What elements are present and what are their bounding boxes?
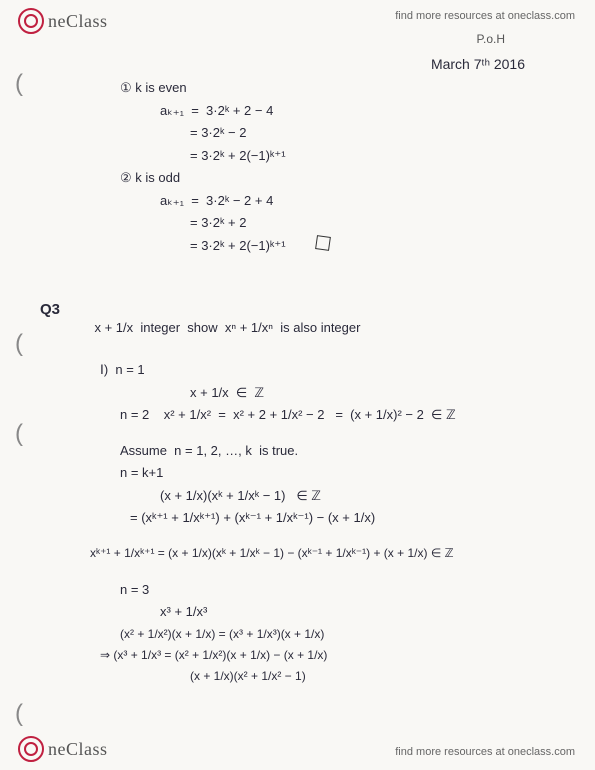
date-line: March 7ᵗʰ 2016: [60, 54, 525, 75]
brand-watermark-bottom: neClass: [18, 736, 108, 762]
brand-text-top: neClass: [48, 11, 108, 32]
margin-paren-4: (: [15, 700, 23, 728]
case1-label: ① k is even: [120, 78, 565, 98]
eq-line: = 3·2ᵏ + 2(−1)ᵏ⁺¹: [190, 236, 565, 256]
n3-label: n = 3: [120, 580, 565, 600]
eq-line: (x + 1/x)(x² + 1/x² − 1): [190, 667, 565, 685]
case2-label: ② k is odd: [120, 168, 565, 188]
label-text: n = 2: [120, 407, 149, 422]
margin-paren-2: (: [15, 330, 23, 358]
assume-line: Assume n = 1, 2, …, k is true.: [120, 441, 565, 461]
margin-paren-3: (: [15, 420, 23, 448]
header-poh: P.o.H: [60, 30, 505, 48]
bottom-link-text: find more resources at oneclass.com: [395, 746, 575, 758]
n1-label: Ⅰ) n = 1: [100, 360, 565, 380]
eq-line: = (xᵏ⁺¹ + 1/xᵏ⁺¹) + (xᵏ⁻¹ + 1/xᵏ⁻¹) − (x…: [130, 508, 565, 528]
eq-text: x² + 1/x² = x² + 2 + 1/x² − 2 = (x + 1/x…: [164, 407, 456, 422]
margin-paren-1: (: [15, 70, 23, 98]
q3-text: x + 1/x integer show xⁿ + 1/xⁿ is also i…: [94, 320, 360, 335]
notes-content: P.o.H March 7ᵗʰ 2016 ① k is even aₖ₊₁ = …: [60, 30, 565, 688]
eq-line: x³ + 1/x³: [160, 602, 565, 622]
top-link-text: find more resources at oneclass.com: [395, 10, 575, 22]
nk1-label: n = k+1: [120, 463, 565, 483]
logo-icon: [18, 736, 44, 762]
eq-line: aₖ₊₁ = 3·2ᵏ − 2 + 4: [160, 191, 565, 211]
eq-line: = 3·2ᵏ + 2: [190, 213, 565, 233]
qed-box-icon: [315, 235, 331, 251]
q3-label: Q3: [40, 299, 60, 322]
logo-icon: [18, 8, 44, 34]
eq-line: x + 1/x ∈ ℤ: [190, 383, 565, 403]
n2-label: n = 2 x² + 1/x² = x² + 2 + 1/x² − 2 = (x…: [120, 405, 565, 425]
eq-line: (x + 1/x)(xᵏ + 1/xᵏ − 1) ∈ ℤ: [160, 486, 565, 506]
eq-line: (x² + 1/x²)(x + 1/x) = (x³ + 1/x³)(x + 1…: [120, 625, 565, 643]
eq-line: ⇒ (x³ + 1/x³ = (x² + 1/x²)(x + 1/x) − (x…: [100, 646, 565, 664]
q3-statement: Q3 x + 1/x integer show xⁿ + 1/xⁿ is als…: [80, 279, 565, 357]
brand-text-bottom: neClass: [48, 739, 108, 760]
eq-line: = 3·2ᵏ − 2: [190, 123, 565, 143]
conclusion-line: xᵏ⁺¹ + 1/xᵏ⁺¹ = (x + 1/x)(xᵏ + 1/xᵏ − 1)…: [90, 544, 565, 562]
eq-text: = 3·2ᵏ + 2(−1)ᵏ⁺¹: [190, 238, 286, 253]
eq-line: aₖ₊₁ = 3·2ᵏ + 2 − 4: [160, 101, 565, 121]
eq-line: = 3·2ᵏ + 2(−1)ᵏ⁺¹: [190, 146, 565, 166]
